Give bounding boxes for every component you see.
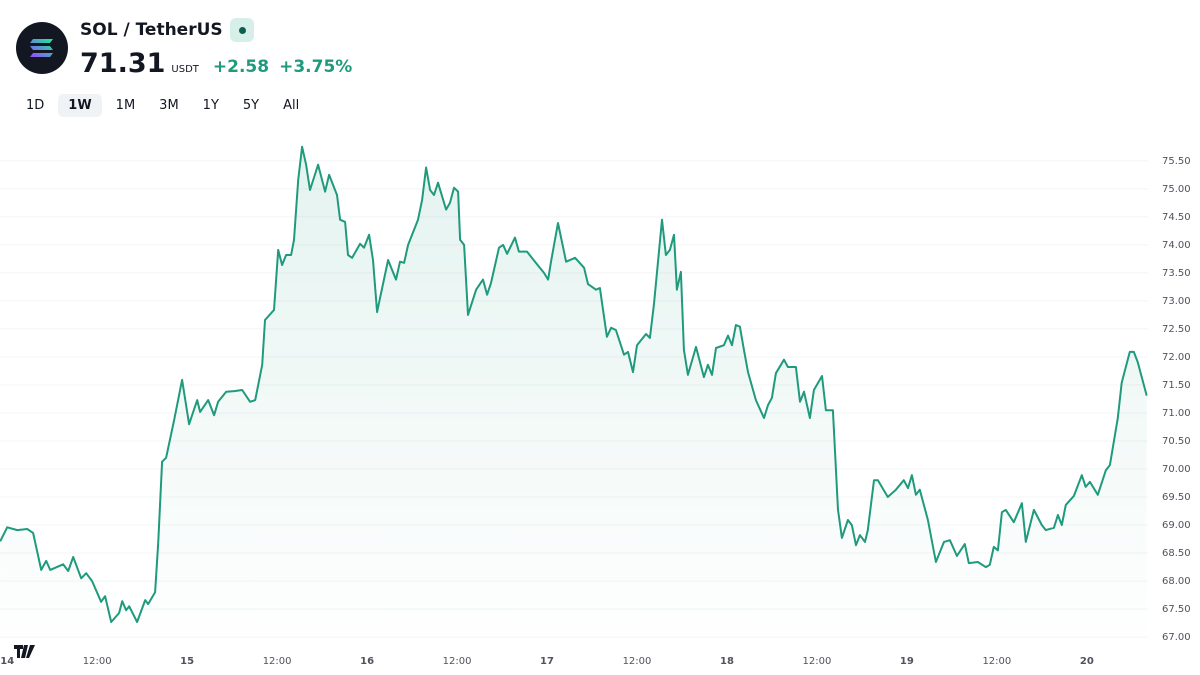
- y-tick-label: 73.50: [1162, 268, 1191, 279]
- x-tick-label: 12:00: [263, 656, 292, 667]
- x-tick-label: 12:00: [83, 656, 112, 667]
- price-row: 71.31 USDT +2.58 +3.75%: [80, 48, 352, 79]
- change-percent: +3.75%: [279, 57, 353, 77]
- currency: USDT: [171, 64, 199, 75]
- price: 71.31: [80, 48, 166, 79]
- y-tick-label: 70.00: [1162, 464, 1191, 475]
- x-tick-label: 14: [0, 656, 14, 667]
- symbol-title: SOL / TetherUS: [80, 20, 223, 40]
- range-tab[interactable]: 3M: [159, 98, 179, 113]
- x-tick-label: 12:00: [803, 656, 832, 667]
- y-tick-label: 71.50: [1162, 380, 1191, 391]
- area-fill: [0, 146, 1147, 651]
- y-tick-label: 72.00: [1162, 352, 1191, 363]
- x-tick-label: 15: [180, 656, 194, 667]
- range-tab[interactable]: 1Y: [202, 98, 219, 113]
- y-tick-label: 74.50: [1162, 212, 1191, 223]
- range-tab[interactable]: 5Y: [242, 98, 260, 113]
- y-tick-label: 71.00: [1162, 408, 1191, 419]
- status-dot: [230, 18, 254, 42]
- y-tick-label: 69.00: [1162, 520, 1191, 531]
- x-tick-label: 12:00: [982, 656, 1011, 667]
- y-tick-label: 74.00: [1162, 240, 1191, 251]
- y-tick-label: 75.00: [1162, 184, 1191, 195]
- y-tick-label: 70.50: [1162, 436, 1191, 447]
- y-tick-label: 75.50: [1162, 156, 1191, 167]
- y-tick-label: 69.50: [1162, 492, 1191, 503]
- range-tab[interactable]: All: [283, 98, 300, 113]
- tv-logo: [14, 645, 35, 658]
- x-tick-label: 17: [540, 656, 554, 667]
- y-tick-label: 67.50: [1162, 604, 1191, 615]
- y-tick-label: 72.50: [1162, 324, 1191, 335]
- range-tab[interactable]: 1D: [26, 98, 45, 113]
- price-line: [0, 145, 1148, 623]
- x-tick-label: 19: [900, 656, 914, 667]
- x-tick-label: 18: [720, 656, 734, 667]
- y-tick-label: 67.00: [1162, 632, 1191, 643]
- range-tabs: 1D 1W 1M 3M 1Y 5Y All: [16, 94, 309, 117]
- y-tick-label: 68.00: [1162, 576, 1191, 587]
- logo: [16, 22, 68, 74]
- change: +2.58: [212, 57, 270, 77]
- range-tab[interactable]: 1W: [58, 94, 102, 117]
- range-tab[interactable]: 1M: [115, 98, 136, 113]
- x-tick-label: 16: [360, 656, 374, 667]
- y-tick-label: 68.50: [1162, 548, 1191, 559]
- x-tick-label: 12:00: [623, 656, 652, 667]
- x-tick-label: 12:00: [443, 656, 472, 667]
- y-tick-label: 73.00: [1162, 296, 1191, 307]
- x-tick-label: 20: [1080, 656, 1094, 667]
